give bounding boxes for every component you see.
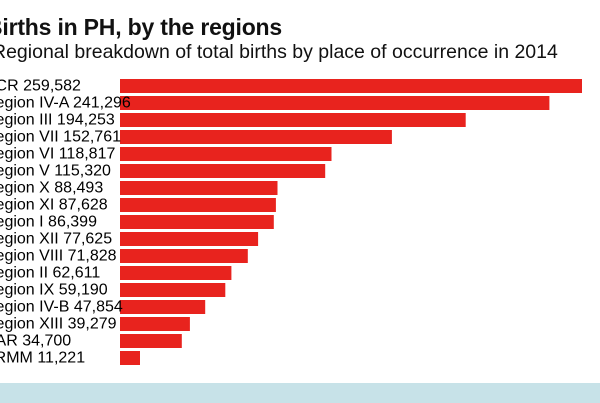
category-label: Region V [0,163,50,180]
category-label: NCR [0,78,19,95]
bar-region-vi [120,147,332,161]
value-label: 118,817 [54,146,115,163]
bar-region-ix [120,283,226,297]
category-label: Region XI [0,197,54,214]
bar-region-ii [120,266,232,280]
category-label: Region VI [0,146,54,163]
bar-region-xiii [120,317,190,331]
value-label: 259,582 [19,78,81,95]
row-label-region-x: Region X 88,493 [0,180,103,197]
value-label: 62,611 [48,265,100,282]
row-label-region-v: Region V 115,320 [0,163,111,180]
category-label: Region XII [0,231,59,248]
row-label-region-vi: Region VI 118,817 [0,146,115,163]
row-label-region-i: Region I 86,399 [0,214,97,231]
row-label-region-iv-b: Region IV-B 47,854 [0,299,123,316]
category-label: Region IV-B [0,299,69,316]
category-label: CAR [0,333,18,350]
row-label-car: CAR 34,700 [0,333,71,350]
row-label-region-viii: Region VIII 71,828 [0,248,117,265]
value-label: 241,296 [69,95,131,112]
category-label: Region XIII [0,316,63,333]
value-label: 152,761 [59,129,121,146]
bar-region-x [120,181,278,195]
row-label-region-ix: Region IX 59,190 [0,282,108,299]
row-label-armm: ARMM 11,221 [0,350,85,367]
value-label: 47,854 [69,299,122,316]
category-label: Region IX [0,282,55,299]
category-label: Region I [0,214,44,231]
value-label: 11,221 [33,350,85,367]
footer-band [0,383,600,403]
bar-region-v [120,164,326,178]
value-label: 88,493 [50,180,103,197]
category-label: ARMM [0,350,33,367]
row-label-region-vii: Region VII 152,761 [0,129,121,146]
value-label: 115,320 [50,163,111,180]
bar-region-xii [120,232,259,246]
row-label-ncr: NCR 259,582 [0,78,81,95]
value-label: 77,625 [59,231,112,248]
bar-region-viii [120,249,248,263]
bar-region-iv-b [120,300,206,314]
bar-car [120,334,182,348]
value-label: 194,253 [52,112,114,129]
chart-subtitle: Regional breakdown of total births by pl… [0,41,558,63]
bar-region-iv-a [120,96,550,110]
value-label: 87,628 [54,197,107,214]
category-label: Region IV-A [0,95,70,112]
bar-region-xi [120,198,276,212]
bar-region-i [120,215,274,229]
chart-title: Births in PH, by the regions [0,14,282,40]
row-label-region-xii: Region XII 77,625 [0,231,112,248]
row-label-region-xiii: Region XIII 39,279 [0,316,117,333]
category-label: Region II [0,265,48,282]
category-label: Region X [0,180,50,197]
bar-chart: NCR 259,582Region IV-A 241,296Region III… [0,78,582,367]
value-label: 34,700 [18,333,71,350]
value-label: 86,399 [44,214,97,231]
value-label: 39,279 [63,316,116,333]
value-label: 59,190 [54,282,107,299]
row-label-region-iv-a: Region IV-A 241,296 [0,95,131,112]
value-label: 71,828 [63,248,116,265]
bar-region-iii [120,113,466,127]
bar-ncr [120,79,582,93]
row-label-region-xi: Region XI 87,628 [0,197,108,214]
row-label-region-iii: Region III 194,253 [0,112,115,129]
category-label: Region VII [0,129,59,146]
category-label: Region III [0,112,52,129]
bar-armm [120,351,140,365]
bar-region-vii [120,130,392,144]
category-label: Region VIII [0,248,63,265]
row-label-region-ii: Region II 62,611 [0,265,100,282]
